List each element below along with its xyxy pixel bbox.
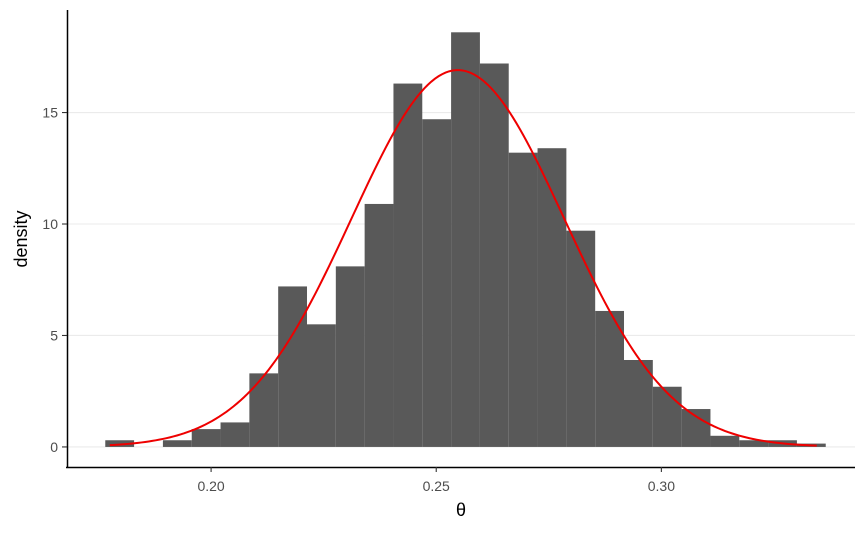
density-curve: [109, 69, 817, 447]
histogram-bar: [681, 409, 711, 447]
y-tick-label: 5: [50, 327, 58, 343]
y-tick-label: 0: [50, 439, 58, 455]
histogram-bar: [595, 310, 625, 447]
histogram-bar: [479, 63, 509, 447]
x-tick-label: 0.30: [648, 478, 675, 494]
histogram-bar: [162, 440, 192, 447]
histogram-bar: [249, 373, 279, 447]
histogram-bar: [508, 152, 538, 447]
histogram-bar: [422, 119, 452, 447]
histogram-bar: [739, 440, 769, 447]
histogram-bar: [364, 203, 394, 447]
y-axis-ticks: 0 5 10 15: [42, 105, 67, 455]
x-tick-label: 0.20: [197, 478, 224, 494]
histogram-bar: [624, 359, 653, 447]
y-tick-label: 15: [42, 105, 58, 121]
histogram-bar: [220, 422, 250, 447]
histogram-bar: [652, 386, 682, 447]
histogram-bar: [566, 230, 596, 447]
histogram-bar: [335, 266, 365, 447]
x-tick-label: 0.25: [423, 478, 450, 494]
histogram-bar: [710, 435, 740, 447]
histogram-bar: [451, 32, 480, 447]
histogram-bar: [278, 286, 308, 447]
x-axis-ticks: 0.20 0.25 0.30: [197, 467, 675, 494]
y-tick-label: 10: [42, 216, 58, 232]
histogram-bar: [307, 324, 336, 447]
histogram-bar: [191, 429, 221, 447]
histogram-bar: [393, 83, 423, 447]
histogram-bar: [537, 148, 567, 447]
y-axis-title: density: [11, 210, 31, 267]
x-axis-title: θ: [456, 500, 466, 520]
